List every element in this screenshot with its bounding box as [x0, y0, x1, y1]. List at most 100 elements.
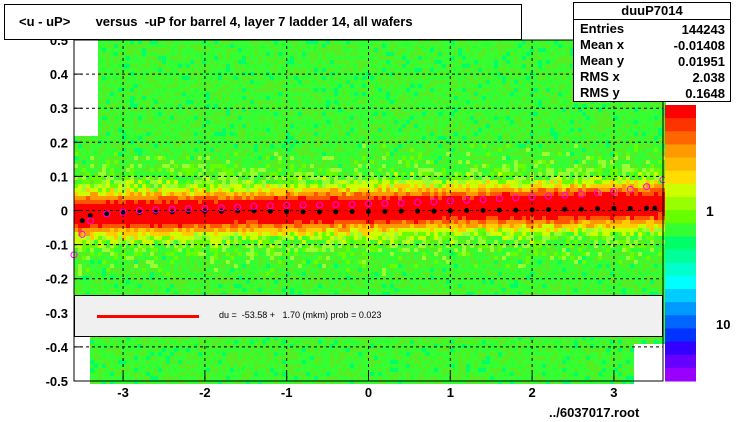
heatmap-cell [74, 136, 78, 140]
heatmap-cell [282, 104, 286, 108]
heatmap-cell [110, 124, 114, 128]
heatmap-cell [574, 132, 578, 136]
heatmap-cell [346, 80, 350, 84]
heatmap-cell [190, 100, 194, 104]
heatmap-cell [166, 120, 170, 124]
heatmap-cell [638, 148, 642, 152]
heatmap-cell [314, 116, 318, 120]
heatmap-cell [538, 144, 542, 148]
heatmap-cell [246, 176, 250, 180]
heatmap-cell [170, 128, 174, 132]
heatmap-cell [318, 156, 322, 160]
heatmap-cell [122, 120, 126, 124]
heatmap-cell [450, 128, 454, 132]
heatmap-cell [110, 100, 114, 104]
heatmap-cell [390, 120, 394, 124]
heatmap-cell [278, 168, 282, 172]
heatmap-cell [194, 60, 198, 64]
heatmap-cell [614, 128, 618, 132]
heatmap-cell [534, 100, 538, 104]
heatmap-cell [126, 172, 130, 176]
heatmap-cell [386, 108, 390, 112]
heatmap-cell [606, 136, 610, 140]
heatmap-cell [134, 84, 138, 88]
heatmap-cell [154, 128, 158, 132]
heatmap-cell [490, 168, 494, 172]
heatmap-cell [334, 40, 338, 44]
heatmap-cell [146, 144, 150, 148]
heatmap-cell [190, 176, 194, 180]
heatmap-cell [142, 160, 146, 164]
heatmap-cell [362, 112, 366, 116]
heatmap-cell [314, 168, 318, 172]
heatmap-cell [298, 56, 302, 60]
heatmap-cell [226, 56, 230, 60]
heatmap-cell [374, 84, 378, 88]
heatmap-cell [166, 124, 170, 128]
heatmap-cell [322, 76, 326, 80]
heatmap-cell [402, 96, 406, 100]
heatmap-cell [498, 172, 502, 176]
heatmap-cell [126, 156, 130, 160]
heatmap-cell [74, 168, 78, 172]
heatmap-cell [478, 96, 482, 100]
heatmap-cell [270, 44, 274, 48]
heatmap-cell [166, 88, 170, 92]
heatmap-cell [594, 128, 598, 132]
heatmap-cell [362, 156, 366, 160]
heatmap-cell [602, 136, 606, 140]
heatmap-cell [654, 160, 658, 164]
heatmap-cell [278, 112, 282, 116]
heatmap-cell [646, 104, 650, 108]
heatmap-cell [350, 156, 354, 160]
heatmap-cell [182, 60, 186, 64]
heatmap-cell [218, 132, 222, 136]
heatmap-cell [198, 132, 202, 136]
heatmap-cell [338, 152, 342, 156]
heatmap-cell [582, 152, 586, 156]
heatmap-cell [386, 84, 390, 88]
heatmap-cell [662, 172, 666, 176]
heatmap-cell [374, 128, 378, 132]
heatmap-cell [266, 128, 270, 132]
heatmap-cell [454, 124, 458, 128]
heatmap-cell [506, 164, 510, 168]
heatmap-cell [234, 108, 238, 112]
heatmap-cell [190, 160, 194, 164]
heatmap-cell [238, 176, 242, 180]
heatmap-cell [518, 56, 522, 60]
heatmap-cell [110, 104, 114, 108]
heatmap-cell [466, 108, 470, 112]
heatmap-cell [478, 160, 482, 164]
heatmap-cell [254, 84, 258, 88]
heatmap-cell [146, 172, 150, 176]
heatmap-cell [562, 44, 566, 48]
heatmap-cell [106, 100, 110, 104]
heatmap-cell [102, 64, 106, 68]
heatmap-cell [486, 136, 490, 140]
heatmap-cell [186, 124, 190, 128]
heatmap-cell [286, 40, 290, 44]
heatmap-cell [502, 176, 506, 180]
heatmap-cell [622, 148, 626, 152]
heatmap-cell [602, 148, 606, 152]
heatmap-cell [486, 68, 490, 72]
heatmap-cell [570, 52, 574, 56]
heatmap-cell [338, 48, 342, 52]
heatmap-cell [158, 160, 162, 164]
heatmap-cell [210, 52, 214, 56]
heatmap-cell [322, 80, 326, 84]
heatmap-cell [230, 156, 234, 160]
heatmap-cell [590, 104, 594, 108]
heatmap-cell [558, 136, 562, 140]
heatmap-cell [262, 164, 266, 168]
heatmap-cell [354, 80, 358, 84]
heatmap-cell [178, 40, 182, 44]
heatmap-cell [282, 68, 286, 72]
heatmap-cell [506, 88, 510, 92]
heatmap-cell [502, 76, 506, 80]
heatmap-cell [158, 172, 162, 176]
heatmap-cell [110, 92, 114, 96]
heatmap-cell [262, 168, 266, 172]
heatmap-cell [434, 88, 438, 92]
